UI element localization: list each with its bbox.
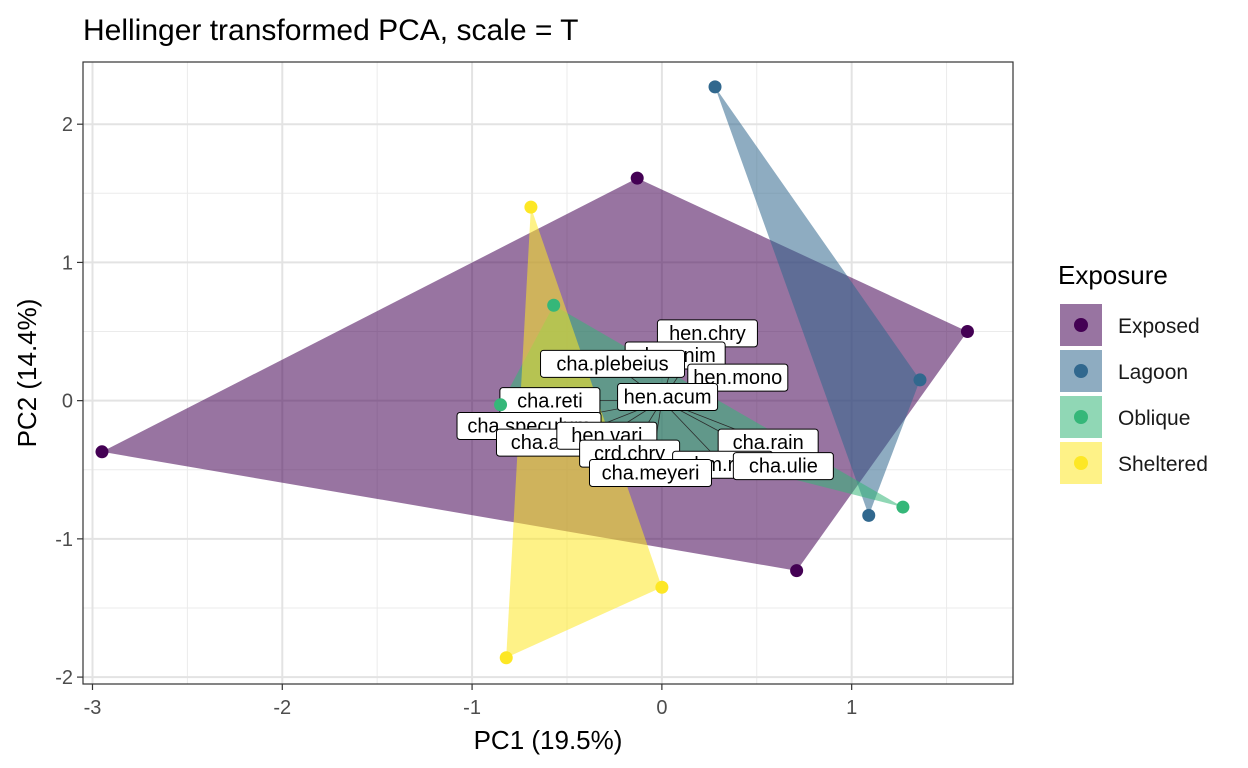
legend-label-sheltered: Sheltered (1118, 453, 1208, 476)
point-lagoon (862, 508, 876, 522)
x-tick-label: 1 (846, 697, 857, 719)
y-axis-title: PC2 (14.4%) (12, 299, 42, 448)
chart-title: Hellinger transformed PCA, scale = T (83, 14, 578, 47)
species-label-group: cha.reti (499, 387, 601, 416)
y-tick-label: 1 (62, 252, 73, 274)
point-lagoon (913, 373, 927, 387)
species-label: cha.plebeius (556, 353, 668, 375)
x-tick-label: -2 (273, 697, 291, 719)
species-label: hen.chry (669, 323, 746, 345)
point-exposed (630, 171, 644, 185)
legend-point-exposed (1074, 318, 1088, 332)
species-label: cha.meyeri (602, 463, 700, 485)
point-exposed (95, 445, 109, 459)
species-label: hen.acum (624, 386, 712, 408)
species-label: cha.ulie (749, 456, 818, 478)
legend: Exposure Exposed Lagoon Oblique Sheltered (1058, 260, 1208, 484)
y-axis-ticks: -2 -1 0 1 2 (55, 114, 83, 689)
site-points (95, 80, 974, 665)
legend-point-oblique (1074, 410, 1088, 424)
species-label-box (617, 382, 719, 411)
legend-label-exposed: Exposed (1118, 315, 1200, 338)
species-label-box (540, 349, 686, 378)
point-oblique (896, 500, 910, 514)
x-axis-title: PC1 (19.5%) (474, 725, 623, 755)
species-label-group: hen.acum (617, 382, 719, 411)
species-label: cha.rain (733, 432, 804, 454)
point-sheltered (499, 651, 513, 665)
legend-point-sheltered (1074, 456, 1088, 470)
point-exposed (960, 325, 974, 339)
x-tick-label: -3 (84, 697, 102, 719)
species-label-group: cha.plebeius (540, 349, 686, 378)
species-label-group: hen.chry (656, 319, 758, 348)
x-tick-label: -1 (463, 697, 481, 719)
point-sheltered (655, 580, 669, 594)
legend-label-lagoon: Lagoon (1118, 361, 1188, 384)
hull-lagoon (715, 86, 920, 516)
x-tick-label: 0 (656, 697, 667, 719)
species-label-group: cha.meyeri (588, 459, 712, 488)
species-label-box (732, 452, 834, 481)
y-tick-label: -2 (55, 667, 73, 689)
point-exposed (790, 564, 804, 578)
y-tick-label: 0 (62, 391, 73, 413)
species-label-box (588, 459, 712, 488)
species-label: cha.reti (517, 391, 583, 413)
x-axis-ticks: -3 -2 -1 0 1 (84, 684, 857, 719)
species-label-group: cha.ulie (732, 452, 834, 481)
point-oblique (547, 298, 561, 312)
point-oblique (494, 398, 508, 412)
species-label-group: cha.rain (717, 428, 819, 457)
point-lagoon (708, 80, 722, 94)
legend-label-oblique: Oblique (1118, 407, 1190, 430)
point-sheltered (524, 200, 538, 214)
legend-title: Exposure (1058, 260, 1168, 290)
y-tick-label: 2 (62, 114, 73, 136)
species-labels: hen.chrycha.unimcha.plebeiushen.monohen.… (456, 319, 834, 488)
y-tick-label: -1 (55, 529, 73, 551)
plot-border (82, 61, 1014, 685)
legend-point-lagoon (1074, 364, 1088, 378)
